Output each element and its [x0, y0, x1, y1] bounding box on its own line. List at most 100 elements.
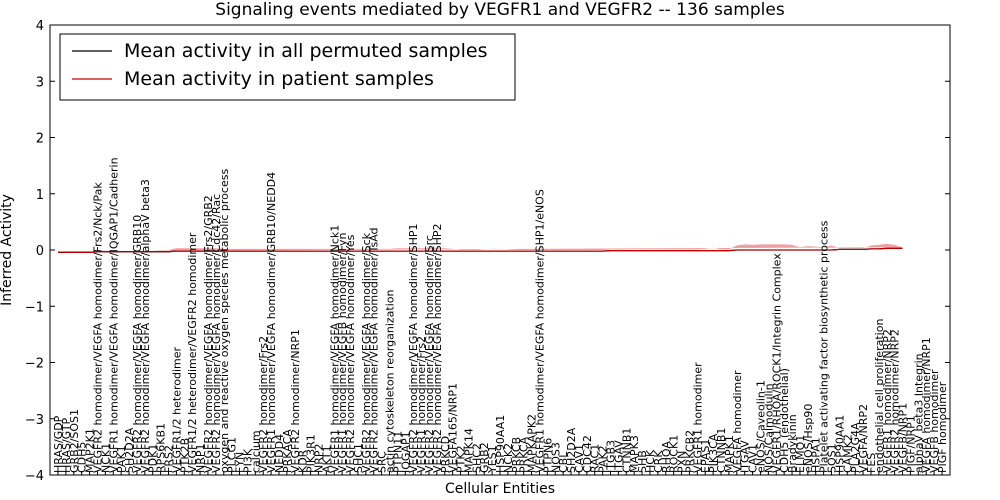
x-tick-label: actin cytoskeleton reorganization	[384, 289, 397, 473]
x-tick-label: oxygen and reactive oxygen species metab…	[218, 169, 231, 473]
x-tick-label: PRKCD	[439, 436, 452, 473]
x-tick-label: VEGFR2 homodimer/VEGFA homodimer/Cdc42/R…	[210, 194, 223, 473]
x-tick-label: PRKACA	[281, 429, 294, 473]
y-tick-label: 1	[36, 188, 44, 203]
x-axis-title: Cellular Entities	[445, 481, 555, 497]
confidence-band-layer	[58, 243, 903, 252]
x-tick-label: VEGFR1 homodimer/VEGFA homodimer/IQGAP1/…	[107, 157, 120, 473]
x-tick-label: AKT1	[320, 445, 333, 473]
x-tick-label: PIK3CA	[707, 433, 720, 473]
y-tick-label: 0	[36, 244, 44, 259]
x-tick-label: VEGFR1 homodimer/VEGFA homodimer/SHP1/eN…	[534, 189, 547, 473]
x-tick-label: CRK	[652, 450, 665, 473]
series-patient-line	[58, 247, 903, 253]
x-tick-label: SHC1	[352, 443, 365, 473]
x-tick-label: CDH5	[76, 442, 89, 473]
x-tick-label: EPAS1	[699, 439, 712, 473]
y-tick-label: 2	[36, 132, 44, 147]
y-axis-title: Inferred Activity	[0, 194, 15, 306]
x-tick-label: VEGFR1 homodimer/Frs2	[415, 336, 428, 473]
legend-label-patient: Mean activity in patient samples	[124, 68, 434, 90]
x-tick-label: SHC2	[470, 443, 483, 473]
x-tick-label: SH2D2A	[565, 427, 578, 473]
x-tick-label: NOS/Calmodulin	[762, 383, 775, 473]
x-tick-label: MAP2K1	[84, 428, 97, 473]
x-tick-label: PLA2G4A	[849, 422, 862, 473]
x-tick-label: NRP2	[313, 443, 326, 473]
x-tick-label: CAV1	[747, 444, 760, 473]
x-tick-label: VEGFB/NRP1	[897, 403, 910, 473]
x-tick-label: VEGFR2 homodimer/VEGFA homodimer/SHP1	[407, 224, 420, 473]
x-tick-label: PTPN11	[391, 431, 404, 473]
y-tick-label: 3	[36, 75, 44, 90]
x-tick-label: PLCG1	[226, 437, 239, 473]
y-axis: −4 −3 −2 −1 0 1 2 3 4	[25, 19, 950, 484]
x-tick-label: VEGFR2 homodimer/VEGFA homodimer/alphaV …	[139, 179, 152, 473]
x-tick-label: PAK1	[115, 445, 128, 473]
x-tick-label: FES	[865, 453, 878, 473]
x-tick-label: PTK2	[455, 445, 468, 473]
x-tick-label: VEGFR1 homodimer/VEGFB homodimer/Fyn	[336, 233, 349, 473]
patient-activity-band	[58, 243, 903, 252]
x-tick-label: VEGFR2 homodimer/VEGFA homodimer/Src	[423, 235, 436, 473]
x-tick-label: ROCK1	[668, 435, 681, 473]
x-tick-label: VEGFA/NRP2	[857, 404, 870, 473]
x-tick-label: VEGFR1/2 heterodimer/VEGFR2 homodimer	[186, 232, 199, 473]
x-tick-label: VEGFA165/NRP1	[447, 383, 460, 473]
x-tick-label: MAPK1	[723, 435, 736, 473]
x-tick-label: NOS3	[549, 442, 562, 473]
x-tick-label: PDK1	[147, 444, 160, 473]
x-tick-label: VEGFR1 homodimer	[691, 362, 704, 473]
x-tick-label: VEGFR1/2 heterodimer	[170, 346, 183, 473]
x-tick-label: VEGFR2 homodimer/VEGFA homodimer/TsAd	[368, 227, 381, 473]
x-tick-label: PAK2	[597, 445, 610, 473]
x-tick-label: VEGFA homodimer/NRP1	[920, 337, 933, 473]
x-tick-label: endothelial cell proliferation	[873, 319, 886, 473]
x-tick-label: VEGFR1 homodimer/VEGFA homodimer/Nck1	[328, 225, 341, 473]
x-tick-label: KDR	[297, 449, 310, 473]
x-tick-label: VEGFR1 homodimer/VEGFA homodimer/GRB10/N…	[265, 172, 278, 473]
x-tick-label: IQGAP1	[399, 431, 412, 473]
x-tick-label: MAPKAPK2	[526, 414, 539, 473]
x-tick-label: RAC1	[589, 444, 602, 473]
x-tick-label: CTNNB1	[715, 428, 728, 473]
y-tick-label: −3	[25, 413, 44, 428]
x-tick-label: RPS6KB1	[155, 423, 168, 473]
x-axis	[57, 471, 943, 475]
x-tick-label: CTNNB1	[620, 428, 633, 473]
x-tick-label: HRAS/GDP	[52, 415, 65, 473]
x-tick-label: HRAS/GTP	[60, 417, 73, 473]
x-tick-label: ITGAV	[612, 440, 625, 473]
x-tick-label: PIK3R1	[305, 434, 318, 473]
x-tick-label: NRP1	[194, 443, 207, 473]
x-tick-label: HSP90AA1	[833, 415, 846, 473]
x-tick-label: VEGFR2 homodimer/VEGFA homodimer/Frs2/GR…	[202, 195, 215, 473]
x-tick-label: VEGFR2 homodimer/Frs2	[257, 336, 270, 473]
x-tick-label: PRKCA	[518, 436, 531, 473]
x-tick-label: ITGB3	[605, 440, 618, 473]
x-tick-label: MAPK14	[462, 428, 475, 473]
legend-frame	[59, 33, 516, 101]
x-tick-label: SOS1	[826, 443, 839, 473]
x-tick-label: HSP90AA1	[494, 415, 507, 473]
x-tick-label: PlGF/NRP1	[904, 415, 917, 473]
x-tick-label: Platelet activating factor biosynthetic …	[818, 220, 831, 473]
x-tick-label: SRC	[376, 451, 389, 473]
x-tick-label: PTPN6	[541, 438, 554, 473]
x-tick-label: VEGFR1/RHOA/ROCK1/Integrin Complex	[770, 253, 783, 473]
x-tick-label: CAV1	[573, 444, 586, 473]
legend: Mean activity in all permuted samples Me…	[59, 33, 516, 101]
x-tick-label: VEGFR2 homodimer/VEGFA homodimer/SHP2	[431, 224, 444, 473]
x-tick-label: HCK	[644, 449, 657, 473]
x-tick-label: GRB2/SOS1	[68, 409, 81, 473]
x-tick-label: PI3K	[241, 448, 254, 473]
x-tick-label: CDH5 (endothelial)	[778, 368, 791, 473]
x-tick-label: NEDD4	[273, 434, 286, 473]
x-tick-label: eNOS/Hsp90	[802, 404, 815, 473]
x-tick-label: CDC42	[581, 435, 594, 473]
x-tick-label: VEGFR2 homodimer/VEGFA homodimer/Yes	[344, 234, 357, 473]
x-tick-label: ITGAV	[739, 440, 752, 473]
x-tick-label: VEGFR1 homodimer/NRP2	[881, 329, 894, 473]
